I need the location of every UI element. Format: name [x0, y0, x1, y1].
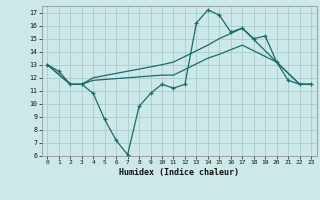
X-axis label: Humidex (Indice chaleur): Humidex (Indice chaleur)	[119, 168, 239, 177]
